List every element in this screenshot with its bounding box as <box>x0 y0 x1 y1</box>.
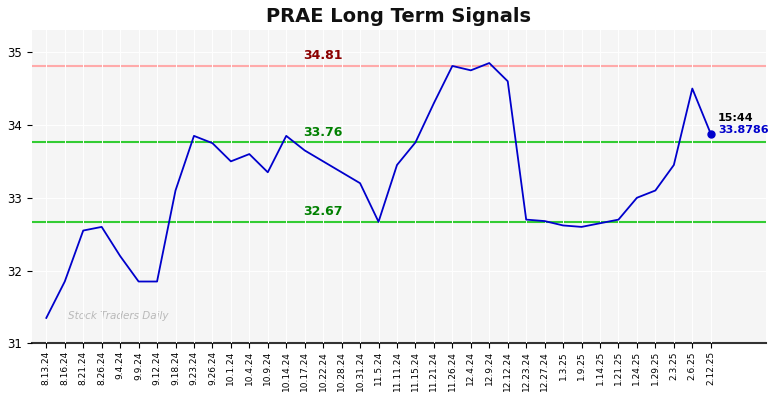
Text: 15:44: 15:44 <box>718 113 753 123</box>
Text: Stock Traders Daily: Stock Traders Daily <box>68 312 169 322</box>
Text: 34.81: 34.81 <box>303 49 343 62</box>
Text: 33.8786: 33.8786 <box>718 125 769 135</box>
Title: PRAE Long Term Signals: PRAE Long Term Signals <box>267 7 532 26</box>
Text: 32.67: 32.67 <box>303 205 343 218</box>
Text: 33.76: 33.76 <box>303 126 343 139</box>
